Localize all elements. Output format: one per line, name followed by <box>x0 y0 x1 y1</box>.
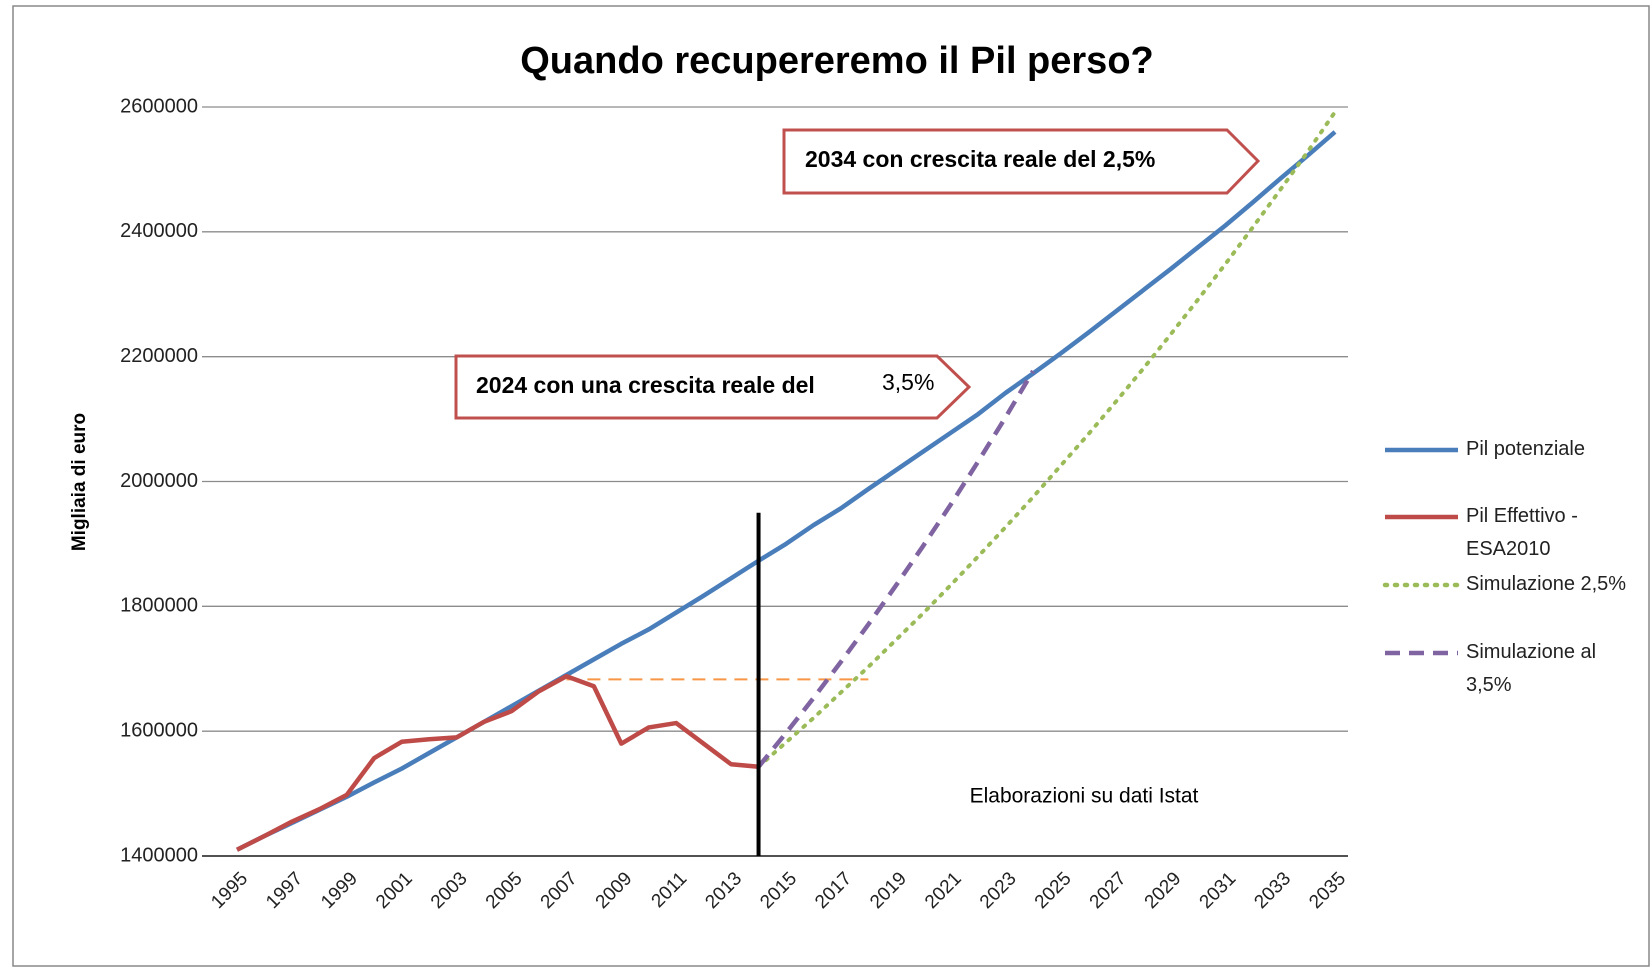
callout-2: 2024 con una crescita reale del 3,5% <box>454 354 972 420</box>
y-axis-label: Migliaia di euro <box>69 413 90 551</box>
y-tick-label: 2200000 <box>120 345 198 367</box>
legend-label: Pil potenziale <box>1466 438 1585 460</box>
series-line <box>235 673 759 852</box>
y-tick-label: 2600000 <box>120 95 198 117</box>
callout-suffix: 3,5% <box>882 369 934 395</box>
callout-1: 2034 con crescita reale del 2,5% <box>782 128 1261 195</box>
y-tick-label: 1400000 <box>120 844 198 866</box>
callout-box <box>782 128 1261 195</box>
series-line <box>756 369 1035 769</box>
series-line <box>756 109 1337 769</box>
y-tick-label: 1800000 <box>120 595 198 617</box>
callout-box <box>454 354 972 420</box>
source-note: Elaborazioni su dati Istat <box>970 785 1199 808</box>
chart-title: Quando recupereremo il Pil perso? <box>520 40 1154 82</box>
legend-label: Pil Effettivo - ESA2010 <box>1466 505 1578 560</box>
legend-label: Simulazione 2,5% <box>1466 573 1627 595</box>
y-tick-label: 2400000 <box>120 220 198 242</box>
legend-label: Simulazione al 3,5% <box>1466 641 1597 696</box>
y-tick-label: 2000000 <box>120 470 198 492</box>
series-line <box>235 130 1337 852</box>
callout-text: 2034 con crescita reale del 2,5% <box>805 146 1155 172</box>
callout-text: 2024 con una crescita reale del <box>476 372 815 398</box>
y-tick-label: 1600000 <box>120 719 198 741</box>
